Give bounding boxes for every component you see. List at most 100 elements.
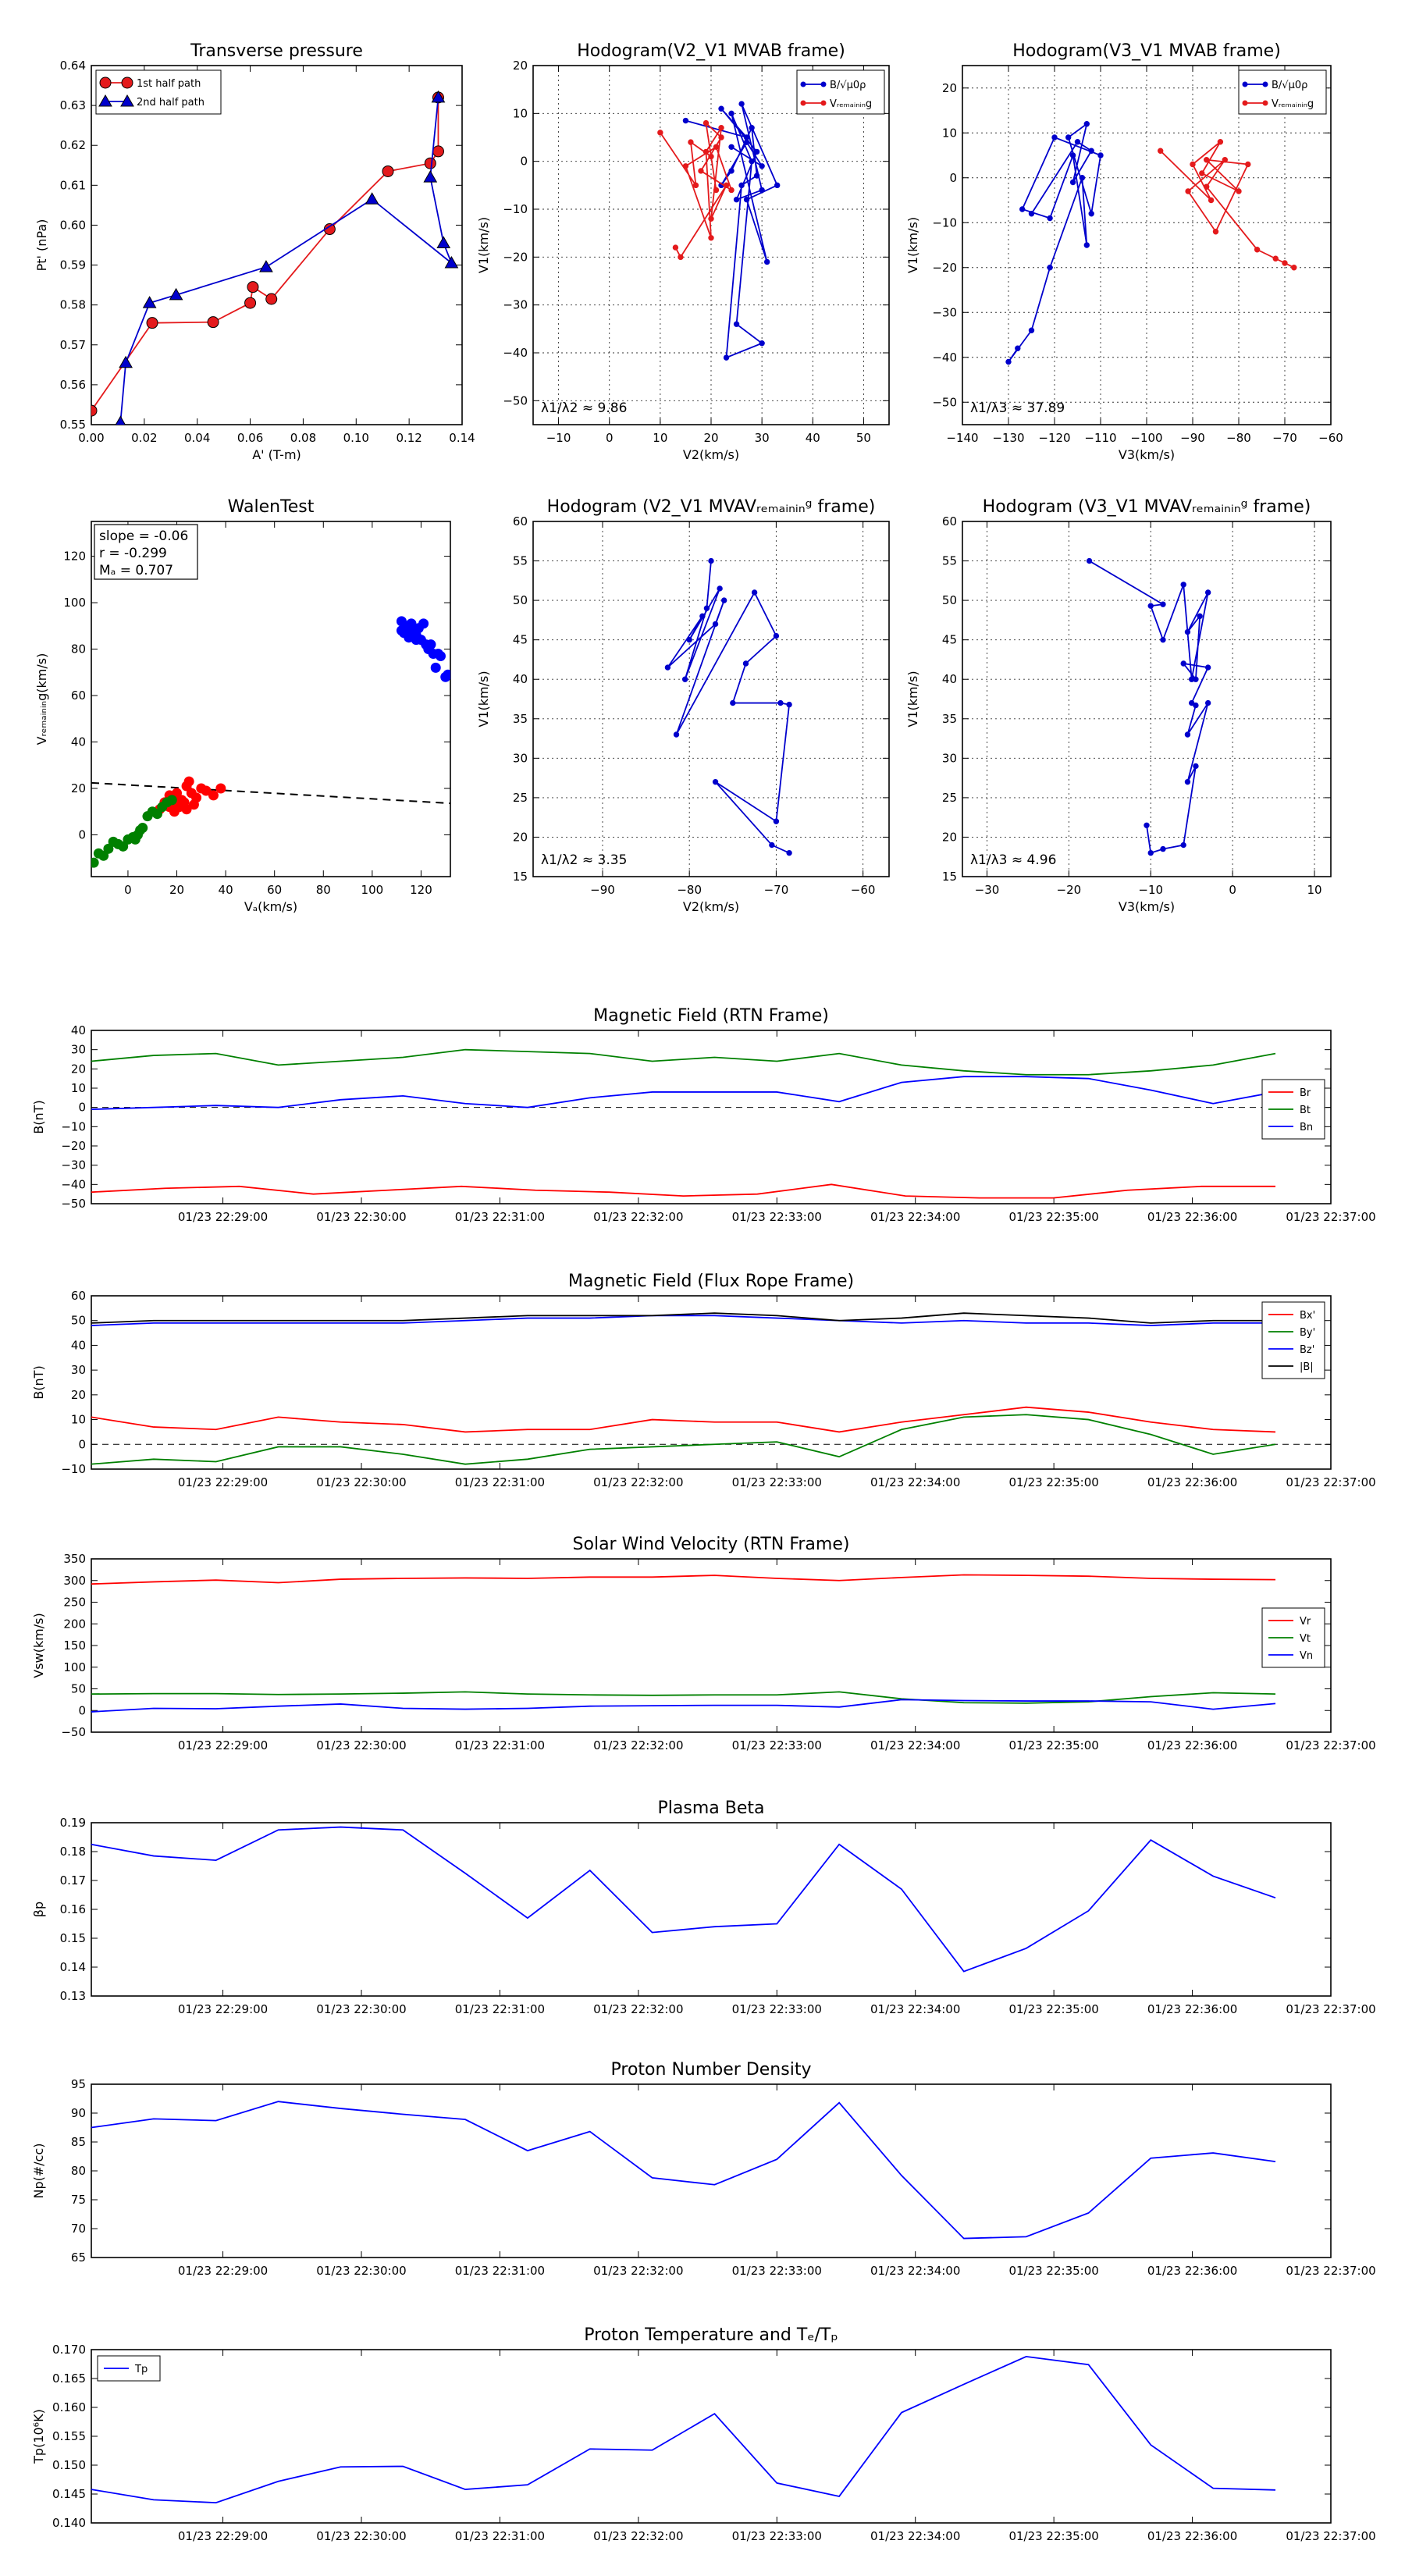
h21-series-1-point-10 [682,163,689,169]
h31r-frame [962,521,1332,877]
h31-series-1-point-2 [1190,161,1196,168]
tp-legend-marker-a-1 [98,94,112,107]
tp_temp-ytick-label-6: 0.170 [52,2343,86,2357]
h21r-series-0-point-2 [681,676,688,682]
beta-xtick-label-4: 01/23 22:33:00 [732,2002,822,2016]
h21-series-1-point-8 [728,187,735,194]
h31-series-1-point-9 [1185,188,1191,194]
tp_temp-title: Proton Temperature and Tₑ/Tₚ [584,2325,838,2345]
tp-series-0-point-5 [265,293,278,305]
h31-legend-dot-a-0 [1242,81,1248,87]
h21-legend-box [796,69,885,115]
mag_rtn-series-Br-line [91,1183,1276,1199]
mag_fr-xtick-label-1: 01/23 22:30:00 [316,1475,406,1489]
h31r-plot [1086,557,1211,856]
h21-series-0-point-13 [759,340,765,347]
h21-series-0-point-8 [743,197,750,203]
h21r-series-0-point-13 [730,699,736,706]
h21r-xtick-label-1: −80 [677,883,702,897]
h21r-ytick-label-1: 20 [513,830,528,844]
tp-series-1-point-1 [423,170,438,183]
mag_fr-legend-label-2: Bz' [1300,1344,1314,1356]
mag_fr-xtick-label-4: 01/23 22:33:00 [732,1475,822,1489]
h31-legend: B/√μ0ρ Vᵣₑₘₐᵢₙᵢₙg [1238,69,1327,115]
h21r-xlabel: V2(km/s) [683,899,739,914]
h21r-series-0-point-17 [712,778,719,785]
h31r-series-0-point-4 [1180,582,1186,588]
h31r-xtick-label-1: −20 [1057,883,1082,897]
h31-series-1-point-6 [1204,157,1210,163]
tp-ytick-label-9: 0.64 [60,59,86,73]
h31-ytick-label-4: −10 [932,215,957,229]
tp-legend-label-0: 1st half path [137,78,201,90]
tp_temp-xtick-label-4: 01/23 22:33:00 [732,2529,822,2543]
h21-series-1-point-6 [718,134,724,141]
mag_fr-ytick-label-6: 50 [71,1314,86,1328]
mag_rtn-legend-label-1: Bt [1300,1105,1311,1116]
h31-series-0-point-14 [1047,265,1053,271]
h21-ytick-label-2: −30 [503,298,528,312]
tp_temp-xtick-label-7: 01/23 22:36:00 [1147,2529,1237,2543]
h31-series-0-point-5 [1065,134,1072,141]
beta-title: Plasma Beta [658,1799,765,1818]
h21r-ytick-label-4: 35 [513,712,528,726]
np-ytick-label-2: 75 [71,2193,86,2207]
h31r-xtick-label-0: −30 [975,883,1000,897]
tp-series-0-point-9 [432,145,444,158]
h31r-series-0-point-8 [1197,613,1203,620]
np-plot [91,2101,1276,2240]
tp_temp-ytick-label-2: 0.150 [52,2458,86,2472]
tp-series-0-point-8 [424,157,436,169]
vsw-series-Vr-line [91,1574,1276,1585]
walen-stat-2: Mₐ = 0.707 [99,563,173,578]
h31r-series-0-point-7 [1184,628,1191,635]
mag_rtn-xtick-label-7: 01/23 22:36:00 [1147,1210,1237,1224]
h21r-series-0-point-7 [712,621,719,628]
mag_fr-legend-label-3: |B| [1300,1361,1314,1373]
h21-ytick-label-7: 20 [513,59,528,73]
h31r-series-0-point-16 [1184,778,1191,785]
mag_rtn-series-Bn-line [91,1076,1276,1111]
walen-point-green-0 [91,857,99,868]
tp-ytick-label-4: 0.59 [60,258,86,272]
tp-plot [91,90,459,425]
mag_fr-ytick-label-4: 30 [71,1363,86,1377]
walen-xtick-label-0: 0 [124,883,132,897]
h31-xlabel: V3(km/s) [1119,447,1175,462]
mag_fr-xtick-label-7: 01/23 22:36:00 [1147,1475,1237,1489]
h21-series-0-point-18 [728,168,735,174]
tp-xtick-label-4: 0.08 [290,431,316,445]
chart-tp: 0.00 0.02 0.04 0.06 0.08 0.10 0.12 0.14 0.55 0.56… [34,41,475,462]
h31-series-1-point-3 [1217,139,1224,145]
walen-point-red-16 [208,790,219,801]
mag_fr-series-By-line [91,1414,1276,1465]
h31r-series-0-point-0 [1086,557,1093,564]
vsw-xtick-label-7: 01/23 22:36:00 [1147,1738,1237,1752]
np-ytick-label-4: 85 [71,2135,86,2149]
h21r-series-0-line [667,560,791,854]
h31-xtick-label-1: −130 [992,431,1024,445]
tp-ytick-label-2: 0.57 [60,338,86,352]
h21-series-0-point-4 [733,197,740,203]
mag_rtn-ytick-label-7: 20 [71,1062,86,1076]
h31r-xtick-label-2: −10 [1138,883,1163,897]
tp-ytick-label-8: 0.63 [60,98,86,112]
mag_rtn-ytick-label-5: 0 [78,1101,86,1115]
h21-annotation: λ1/λ2 ≈ 9.86 [541,400,627,416]
mag_rtn-series-Bt-line [91,1048,1276,1076]
h31-series-0-point-8 [1051,134,1058,141]
mag_fr-ytick-label-5: 40 [71,1338,86,1352]
h21-series-0-point-11 [749,158,755,165]
tp-xlabel: A' (T-m) [252,447,301,462]
h31-series-0-point-15 [1028,327,1035,333]
beta-xtick-label-8: 01/23 22:37:00 [1286,2002,1375,2016]
walen-ytick-label-1: 20 [71,781,86,795]
h21r-xtick-label-2: −70 [764,883,789,897]
mag_fr-xtick-label-2: 01/23 22:31:00 [455,1475,545,1489]
walen-point-blue-21 [411,635,422,646]
h21-ytick-label-0: −50 [503,393,528,407]
walen-xtick-label-2: 40 [219,883,233,897]
h31r-ytick-label-1: 20 [942,830,957,844]
vsw-xtick-label-8: 01/23 22:37:00 [1286,1738,1375,1752]
walen-point-blue-14 [430,662,441,673]
